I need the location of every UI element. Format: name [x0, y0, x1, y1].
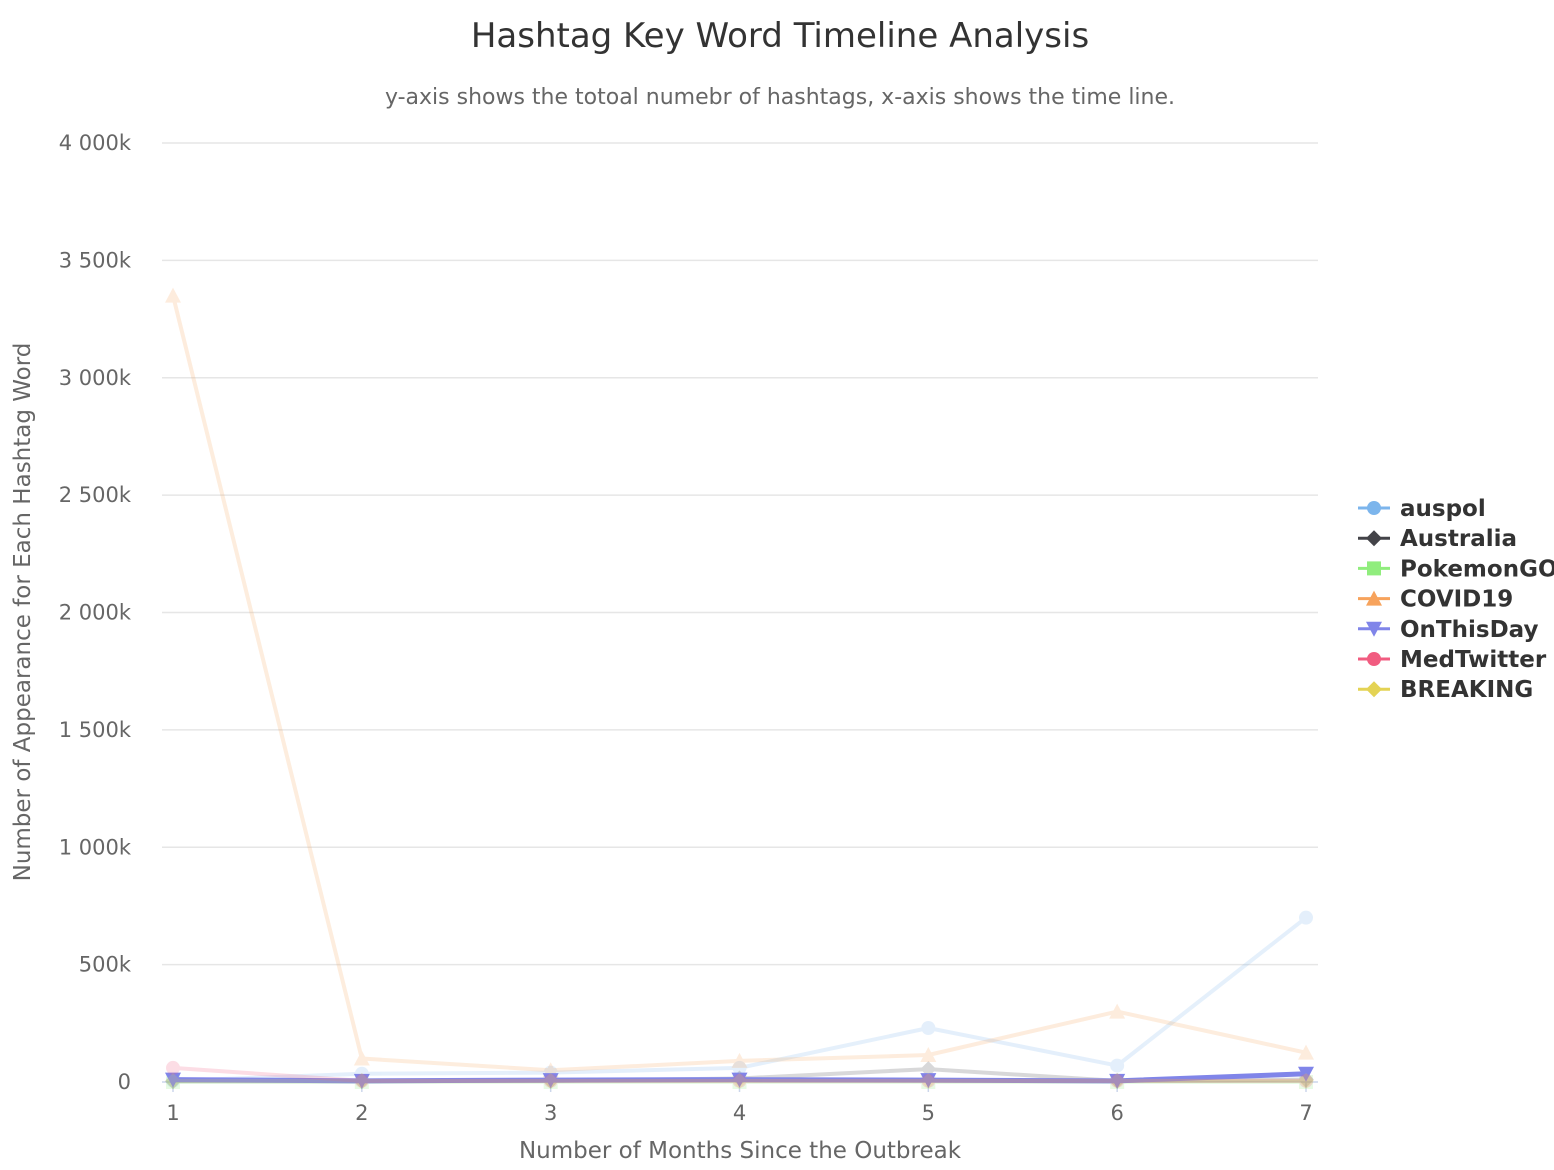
x-tick-label: 7: [1299, 1101, 1312, 1125]
data-point: [354, 1073, 369, 1088]
data-point: [1298, 1072, 1314, 1089]
legend-marker: [1367, 501, 1381, 515]
data-point: [543, 1073, 558, 1088]
legend-label: BREAKING: [1400, 677, 1533, 703]
y-tick-label: 3 500k: [59, 248, 132, 272]
series-onthisday: [165, 1066, 1314, 1089]
legend-item-covid19: COVID19: [1358, 587, 1513, 613]
data-point: [1299, 910, 1313, 925]
series-line: [171, 293, 1308, 1073]
legend-marker: [1366, 590, 1382, 606]
chart-subtitle: y-axis shows the totoal numebr of hashta…: [385, 85, 1175, 110]
y-tick-label: 4 000k: [59, 131, 132, 155]
data-point: [1109, 1072, 1126, 1089]
data-point: [920, 1047, 937, 1063]
y-tick-label: 1 000k: [59, 835, 132, 859]
legend-marker: [1367, 561, 1381, 576]
data-point: [732, 1060, 747, 1075]
legend-label: COVID19: [1400, 587, 1513, 613]
data-point: [165, 1072, 181, 1089]
legend-item-australia: Australia: [1358, 526, 1517, 552]
data-point: [920, 1072, 937, 1089]
y-axis-title: Number of Appearance for Each Hashtag Wo…: [10, 343, 36, 882]
chart-title: Hashtag Key Word Timeline Analysis: [471, 16, 1089, 56]
data-point: [1110, 1058, 1125, 1073]
y-tick-label: 0: [118, 1070, 131, 1094]
legend-label: PokemonGO: [1400, 556, 1554, 582]
x-tick-label: 4: [733, 1101, 746, 1125]
legend-marker: [1366, 530, 1382, 547]
series-line: [171, 915, 1308, 1083]
data-point: [542, 1072, 559, 1089]
plot-area: [165, 287, 1314, 1090]
series-breaking: [165, 1072, 1314, 1089]
data-point: [731, 1052, 748, 1068]
data-point: [732, 1073, 747, 1088]
legend-label: auspol: [1400, 496, 1486, 522]
legend-item-breaking: BREAKING: [1358, 677, 1533, 703]
legend-marker: [1366, 621, 1382, 637]
y-tick-label: 2 000k: [59, 601, 132, 625]
legend-item-auspol: auspol: [1358, 496, 1486, 522]
data-point: [1299, 1075, 1313, 1089]
y-axis-ticks: 0 500k 1 000k 1 500k 2 000k 2 500k 3 000k 3 500…: [59, 131, 132, 1094]
legend-item-pokemongo: PokemonGO: [1358, 556, 1554, 582]
data-point: [1110, 1073, 1125, 1088]
series-covid19: [165, 287, 1314, 1078]
x-tick-label: 6: [1110, 1101, 1123, 1125]
y-tick-label: 1 500k: [59, 718, 132, 742]
data-point: [353, 1073, 370, 1089]
data-point: [353, 1072, 370, 1089]
data-point: [921, 1021, 936, 1036]
y-tick-label: 500k: [79, 953, 132, 977]
y-tick-label: 2 500k: [59, 483, 132, 507]
data-point: [731, 1072, 748, 1089]
legend-marker: [1367, 652, 1381, 666]
data-point: [542, 1073, 559, 1089]
x-tick-label: 3: [544, 1101, 557, 1125]
series-medtwitter: [166, 1060, 1313, 1088]
data-point: [1298, 1044, 1314, 1060]
x-tick-label: 2: [355, 1101, 368, 1125]
data-point: [353, 1050, 370, 1066]
legend-label: MedTwitter: [1400, 647, 1547, 673]
x-tick-label: 5: [922, 1101, 935, 1125]
data-point: [920, 1061, 937, 1078]
data-point: [1109, 1003, 1126, 1019]
data-point: [731, 1072, 748, 1088]
legend: auspol Australia PokemonGO COVID19 OnThisDay…: [1358, 496, 1554, 703]
data-point: [165, 287, 181, 303]
series-line: [171, 1065, 1308, 1083]
data-point: [1299, 1073, 1313, 1088]
legend-label: Australia: [1400, 526, 1517, 552]
data-point: [166, 1060, 180, 1075]
legend-item-onthisday: OnThisDay: [1358, 617, 1538, 643]
y-tick-label: 3 000k: [59, 366, 132, 390]
data-point: [165, 1072, 181, 1088]
data-point: [920, 1073, 937, 1089]
x-axis-title: Number of Months Since the Outbreak: [519, 1138, 962, 1164]
legend-label: OnThisDay: [1400, 617, 1538, 643]
data-point: [1298, 1066, 1314, 1082]
data-point: [921, 1073, 936, 1088]
legend-marker: [1366, 681, 1382, 698]
x-tick-label: 1: [166, 1101, 179, 1125]
data-point: [1109, 1073, 1126, 1089]
grid-lines: [162, 142, 1318, 966]
legend-item-medtwitter: MedTwitter: [1358, 647, 1547, 673]
